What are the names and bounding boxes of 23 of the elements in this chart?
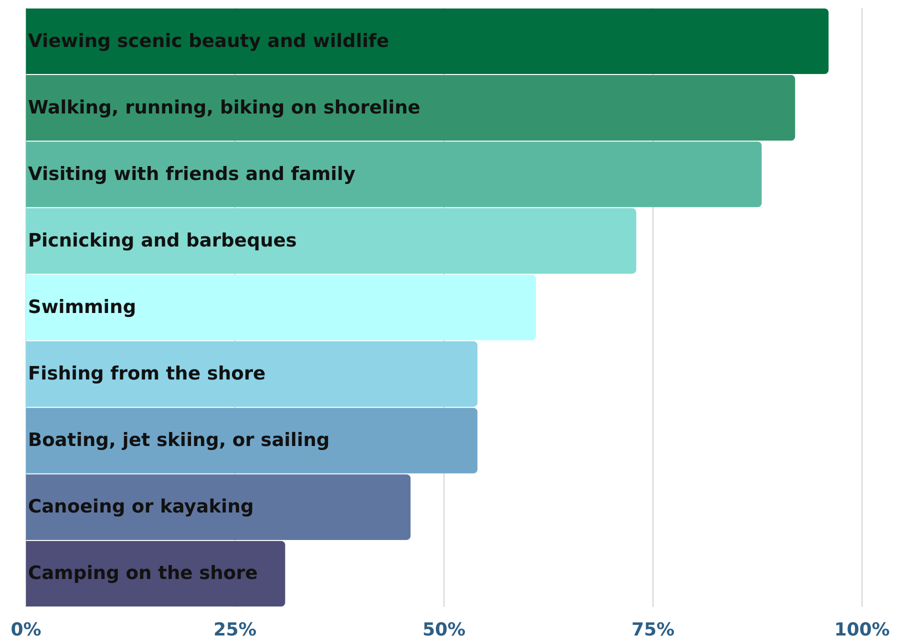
bar [26, 474, 411, 540]
x-tick-label: 75% [631, 620, 675, 640]
y-tick-label: Canoeing or kayaking [28, 496, 254, 518]
y-tick-label: Boating, jet skiing, or sailing [28, 430, 330, 452]
bar [26, 142, 762, 208]
y-tick-label: Fishing from the shore [28, 364, 266, 385]
y-tick-label: Swimming [28, 297, 136, 318]
y-tick-label: Camping on the shore [28, 563, 258, 584]
y-tick-label: Visiting with friends and family [28, 164, 356, 185]
bar [26, 408, 478, 474]
bar [26, 208, 636, 274]
y-tick-label: Viewing scenic beauty and wildlife [28, 30, 390, 52]
bar [26, 274, 536, 340]
bar [26, 8, 829, 74]
y-tick-label: Picnicking and barbeques [28, 230, 297, 252]
bar [26, 540, 286, 606]
bar [26, 341, 478, 407]
x-tick-label: 100% [834, 620, 890, 640]
bar [26, 75, 796, 141]
x-tick-label: 0% [10, 620, 42, 640]
y-tick-label: Walking, running, biking on shoreline [28, 97, 420, 118]
x-tick-label: 50% [422, 620, 466, 640]
x-tick-label: 25% [213, 620, 257, 640]
